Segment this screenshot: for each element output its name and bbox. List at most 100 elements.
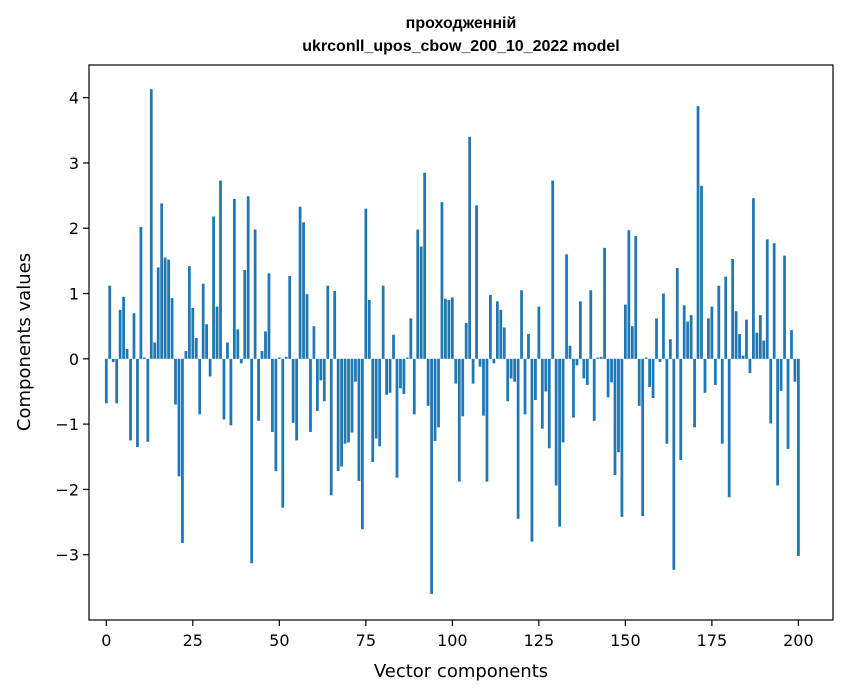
bar [617, 358, 620, 453]
bar [336, 358, 340, 472]
bar [108, 285, 112, 359]
bar [385, 358, 388, 395]
bar [693, 358, 696, 428]
bar [302, 222, 305, 359]
bar [468, 136, 472, 359]
bar [662, 293, 665, 359]
bar [392, 334, 395, 359]
bar [457, 358, 461, 482]
bar [720, 358, 724, 444]
bar [745, 319, 748, 359]
bar [274, 358, 278, 472]
bar [291, 358, 295, 423]
bar [509, 358, 513, 379]
bar [402, 358, 406, 395]
bar [651, 358, 655, 398]
bar [665, 358, 669, 444]
bar [779, 358, 783, 391]
bar [298, 206, 302, 359]
bar [762, 340, 766, 359]
bar [461, 358, 465, 417]
bar [765, 239, 769, 359]
bar [191, 307, 195, 359]
bar [374, 358, 378, 439]
bar [333, 290, 337, 359]
bar [364, 208, 368, 359]
bar [485, 358, 489, 482]
bar [606, 358, 610, 398]
bar [236, 329, 240, 359]
bar [523, 358, 527, 415]
bar [790, 330, 793, 359]
bar [153, 342, 157, 359]
bar [672, 358, 676, 570]
bar [167, 259, 170, 359]
bar [679, 358, 683, 461]
bar [551, 180, 555, 359]
bar [440, 202, 444, 359]
bar [502, 327, 506, 359]
bar [620, 358, 624, 517]
bar [430, 358, 433, 594]
bar [118, 309, 122, 359]
bar [772, 243, 776, 359]
bar [596, 357, 600, 359]
bar [194, 337, 198, 359]
y-axis-label: Components values [14, 253, 35, 431]
bar [599, 356, 603, 359]
x-axis-ticks: 0 25 50 75 100 125 150 175 200 [101, 620, 814, 650]
y-tick-label: 2 [69, 219, 79, 238]
bar [585, 358, 589, 385]
bar [537, 306, 541, 359]
bar [253, 229, 257, 359]
bar [329, 358, 333, 496]
bar [464, 322, 468, 359]
bar [416, 229, 420, 359]
bar [163, 257, 167, 359]
bar [738, 334, 741, 359]
bar [734, 311, 738, 359]
bar [793, 358, 797, 382]
bar [630, 326, 634, 359]
bar [409, 318, 413, 359]
bar [239, 358, 243, 364]
bar [655, 318, 658, 359]
bar [554, 358, 558, 486]
bar [288, 275, 292, 359]
bar [412, 358, 416, 415]
bar [405, 357, 409, 359]
bar [326, 285, 330, 359]
bar [776, 358, 780, 486]
bar [797, 358, 800, 557]
bar [478, 358, 482, 367]
bar [450, 297, 454, 359]
bar [482, 358, 485, 416]
bar [582, 358, 586, 379]
x-tick-label: 25 [183, 631, 203, 650]
bar [547, 358, 551, 449]
y-axis-ticks: −3 −2 −1 0 1 2 3 4 [55, 89, 89, 565]
x-tick-label: 0 [101, 631, 111, 650]
bar [527, 334, 530, 359]
bar [367, 300, 371, 359]
bar [516, 358, 520, 519]
bar [305, 294, 309, 359]
bar [506, 358, 510, 402]
bar [707, 318, 710, 359]
y-tick-label: −3 [55, 546, 79, 565]
bar [575, 358, 579, 366]
bar [378, 358, 382, 447]
bar [388, 358, 392, 393]
bar [752, 198, 755, 359]
bar [579, 301, 582, 359]
bar [111, 358, 115, 363]
bar [641, 358, 645, 517]
bar [129, 358, 132, 441]
y-tick-label: 1 [69, 285, 79, 304]
bar [561, 358, 565, 443]
bar [627, 230, 631, 359]
bar [177, 358, 181, 477]
bar [703, 358, 707, 393]
bar [423, 172, 427, 359]
bar [260, 350, 264, 359]
